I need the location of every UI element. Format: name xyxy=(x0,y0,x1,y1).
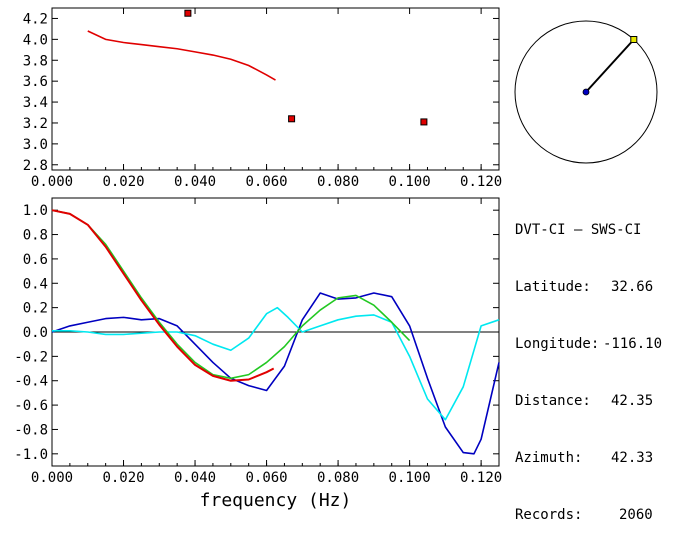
y-tick-label: 0.4 xyxy=(23,276,48,292)
x-tick-label: 0.040 xyxy=(174,470,216,486)
group-velocity-curve xyxy=(87,30,276,81)
y-tick-label: 0.0 xyxy=(23,325,48,341)
distance-row: Distance: 42.35 xyxy=(515,392,653,411)
phase-velocity-marker xyxy=(420,118,428,126)
plot-frame xyxy=(51,7,500,171)
cyan-series-line xyxy=(52,306,500,421)
azimuth-row: Azimuth: 42.33 xyxy=(515,449,653,468)
x-tick-label: 0.060 xyxy=(245,470,287,486)
phase-velocity-marker xyxy=(288,115,296,123)
y-tick-label: 3.2 xyxy=(23,116,48,132)
remote-station-marker xyxy=(630,36,638,44)
distance-label: Distance: xyxy=(515,393,591,409)
azimuth-label: Azimuth: xyxy=(515,450,583,466)
x-tick-label: 0.100 xyxy=(389,174,431,190)
station-pair-title: DVT-CI – SWS-CI xyxy=(515,222,642,238)
records-label: Records: xyxy=(515,507,583,523)
y-tick-label: 0.8 xyxy=(23,228,48,244)
x-tick-label: 0.080 xyxy=(317,470,359,486)
y-tick-label: -0.6 xyxy=(14,398,48,414)
dispersion-chart: 0.000 0.020 0.040 0.060 0.080 0.100 0.120 2.8 3.… xyxy=(23,7,502,190)
y-tick-label: 2.8 xyxy=(23,158,48,174)
distance-value: 42.35 xyxy=(611,393,654,409)
azimuth-circle-plot xyxy=(514,20,658,164)
red-series-line xyxy=(51,209,275,382)
y-tick-label: 4.0 xyxy=(23,32,48,48)
correlation-chart: 0.000 0.020 0.040 0.060 0.080 0.100 0.120 1.0 0.… xyxy=(14,197,502,511)
station-info-panel: DVT-CI – SWS-CI Latitude: 32.66 Longitude… xyxy=(515,183,662,544)
blue-series-line xyxy=(51,292,500,455)
y-tick-label: 0.6 xyxy=(23,252,48,268)
figure-canvas: 0.000 0.020 0.040 0.060 0.080 0.100 0.120 2.8 3.… xyxy=(14,7,658,511)
records-row: Records: 2060 xyxy=(515,506,653,525)
y-tick-label: 4.2 xyxy=(23,11,48,27)
longitude-row: Longitude: -116.10 xyxy=(515,335,662,354)
x-tick-label: 0.040 xyxy=(174,174,216,190)
latitude-value: 32.66 xyxy=(611,279,654,295)
longitude-label: Longitude: xyxy=(515,336,600,352)
azimuth-circle xyxy=(514,20,658,164)
y-tick-label: -0.2 xyxy=(14,349,48,365)
y-tick-label: -0.8 xyxy=(14,422,48,438)
azimuth-line xyxy=(585,38,635,93)
y-tick-label: 1.0 xyxy=(23,203,48,219)
x-tick-label: 0.080 xyxy=(317,174,359,190)
x-tick-label: 0.020 xyxy=(102,470,144,486)
y-tick-label: 3.0 xyxy=(23,137,48,153)
latitude-row: Latitude: 32.66 xyxy=(515,278,653,297)
y-tick-label: 3.4 xyxy=(23,95,48,111)
y-tick-label: -1.0 xyxy=(14,447,48,463)
x-tick-label: 0.020 xyxy=(102,174,144,190)
y-tick-label: -0.4 xyxy=(14,374,48,390)
x-tick-label: 0.120 xyxy=(460,174,502,190)
x-tick-label: 0.100 xyxy=(389,470,431,486)
center-station-dot xyxy=(582,88,590,96)
green-series-line xyxy=(51,209,411,380)
records-value: 2060 xyxy=(619,507,653,523)
x-axis-label: frequency (Hz) xyxy=(200,490,352,511)
x-tick-label: 0.060 xyxy=(245,174,287,190)
y-tick-label: 3.6 xyxy=(23,74,48,90)
y-tick-label: 3.8 xyxy=(23,53,48,69)
x-tick-label: 0.000 xyxy=(31,174,73,190)
longitude-value: -116.10 xyxy=(603,336,663,352)
x-tick-label: 0.000 xyxy=(31,470,73,486)
azimuth-value: 42.33 xyxy=(611,450,654,466)
phase-velocity-marker xyxy=(184,9,192,17)
y-tick-label: 0.2 xyxy=(23,301,48,317)
x-tick-label: 0.120 xyxy=(460,470,502,486)
latitude-label: Latitude: xyxy=(515,279,591,295)
